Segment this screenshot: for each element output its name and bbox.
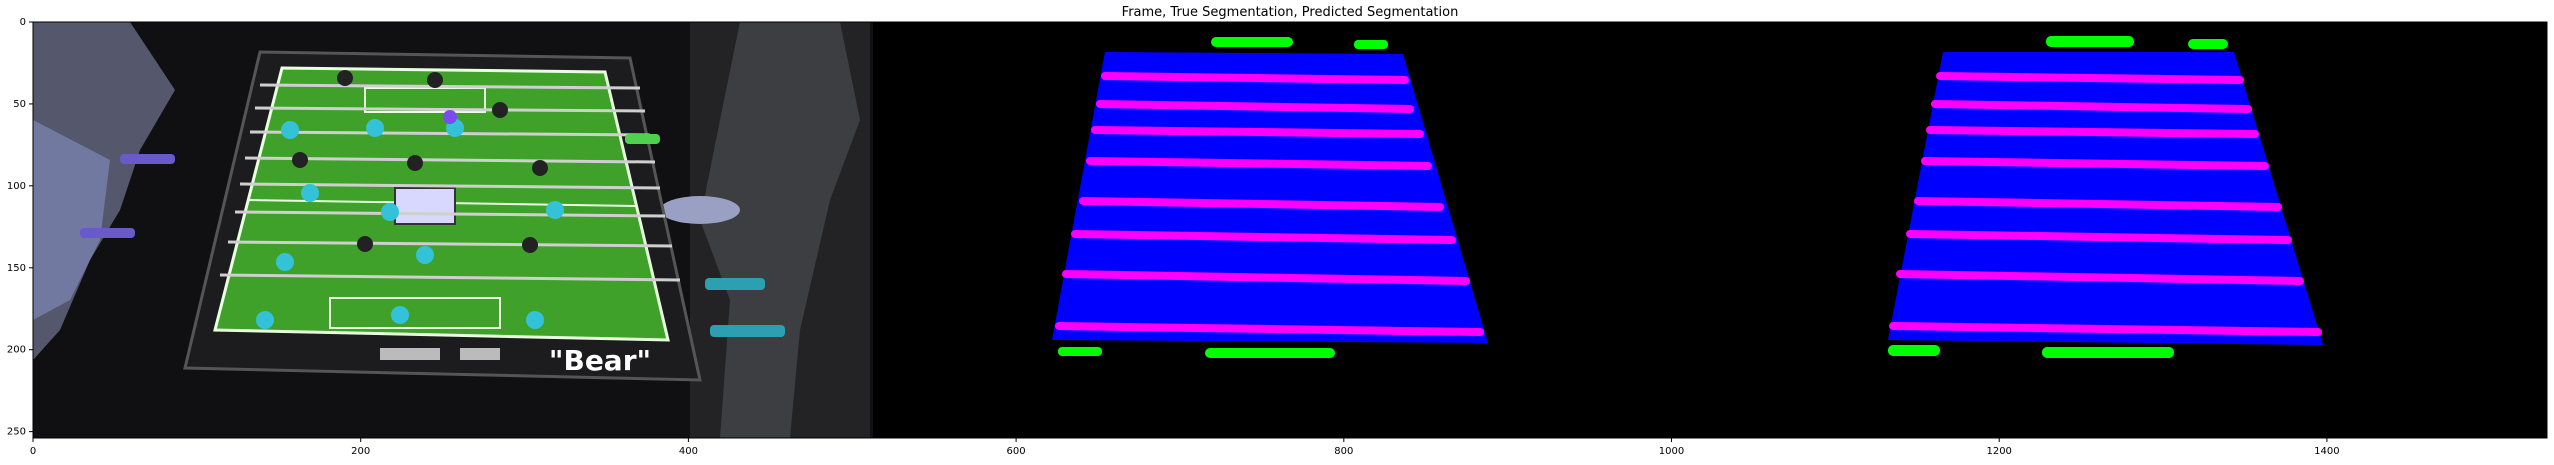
true-player-masks (1058, 37, 1388, 358)
y-tick-label: 100 (7, 181, 26, 192)
photo-rods (219, 83, 681, 282)
x-tick-label: 400 (679, 446, 698, 457)
x-tick-label: 1200 (1986, 446, 2011, 457)
x-tick-label: 1000 (1659, 446, 1684, 457)
y-axis: 0 50 100 150 200 250 (7, 17, 33, 438)
x-tick-label: 600 (1007, 446, 1026, 457)
x-tick-label: 200 (351, 446, 370, 457)
true-field-mask (1052, 52, 1488, 343)
true-rod-masks (1055, 72, 1484, 336)
table-brand-text: "Bear" (549, 344, 651, 377)
x-tick-label: 800 (1334, 446, 1353, 457)
true-segmentation-panel (1052, 37, 1488, 358)
figure-title: Frame, True Segmentation, Predicted Segm… (1122, 5, 1459, 20)
y-tick-label: 250 (7, 427, 26, 438)
axes-border (32, 21, 2548, 439)
predicted-rod-masks (1889, 72, 2322, 336)
y-tick-label: 50 (13, 99, 26, 110)
x-tick-label: 0 (30, 446, 36, 457)
x-axis: 0 200 400 600 800 1000 1200 1400 (30, 438, 2340, 457)
camera-frame-panel: "Bear" (33, 22, 873, 438)
y-tick-label: 200 (7, 345, 26, 356)
photo-players (256, 70, 564, 329)
predicted-segmentation-panel (1888, 36, 2323, 358)
y-tick-label: 0 (20, 17, 26, 28)
predicted-player-masks (1888, 36, 2228, 358)
y-tick-label: 150 (7, 263, 26, 274)
x-tick-label: 1400 (2314, 446, 2339, 457)
